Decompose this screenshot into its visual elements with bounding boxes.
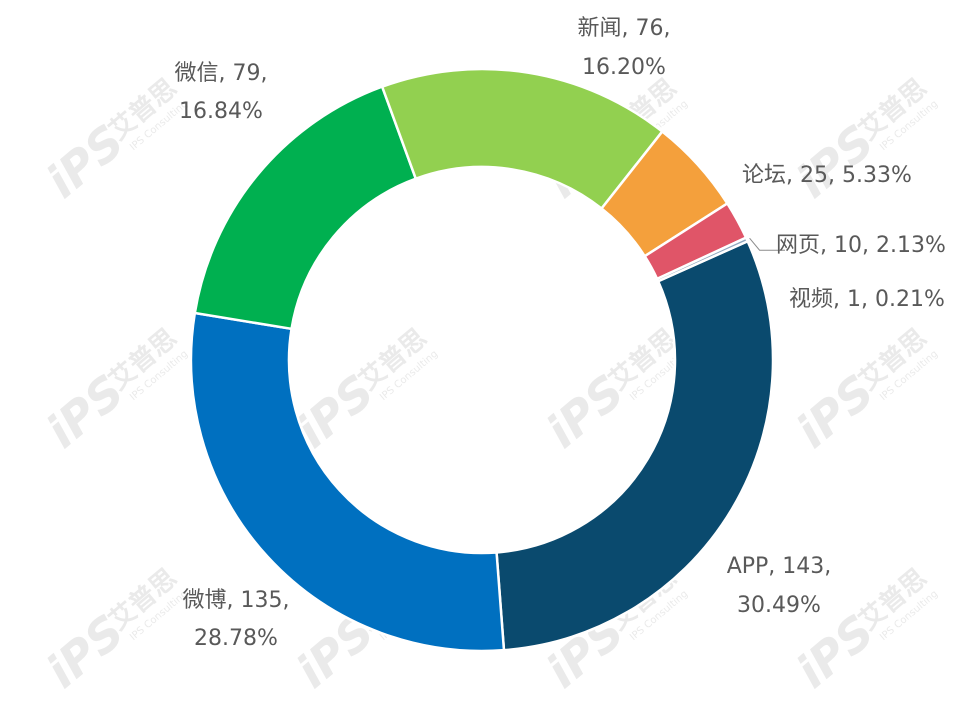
data-label-3-percent: 16.20% (582, 55, 666, 80)
donut-slice-6 (655, 236, 750, 283)
data-labels: APP, 143, 30.49% 微博, 135, 28.78% 微信, 79, 16.8… (175, 16, 946, 651)
donut-slice-0 (495, 239, 775, 652)
leader-line-video (749, 237, 785, 251)
data-label-2: 微信, 79, (175, 61, 268, 86)
data-label-1-percent: 28.78% (194, 626, 278, 651)
data-label-0: APP, 143, (727, 554, 832, 579)
data-label-4: 论坛, 25, 5.33% (742, 163, 912, 188)
data-label-6: 视频, 1, 0.21% (789, 287, 945, 312)
data-label-1: 微博, 135, (183, 588, 290, 613)
data-label-0-percent: 30.49% (737, 593, 821, 618)
data-label-5: 网页, 10, 2.13% (776, 233, 946, 258)
donut-slice-1 (189, 311, 506, 653)
data-label-3: 新闻, 76, (578, 16, 671, 41)
data-label-2-percent: 16.84% (179, 99, 263, 124)
donut-slices (189, 67, 775, 653)
leader-lines (749, 237, 785, 251)
